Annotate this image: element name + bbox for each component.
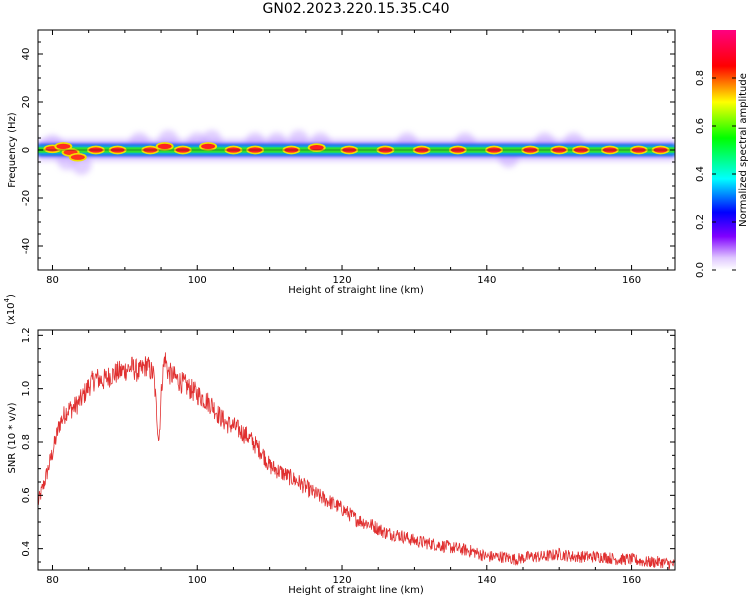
snr-x-tick-label: 100 [188, 575, 207, 586]
colorbar-gradient [712, 30, 736, 270]
spectrogram-y-tick-label: -40 [21, 238, 32, 254]
snr-multiplier-close: ) [6, 294, 17, 298]
spectrogram-x-tick-label: 80 [46, 275, 59, 286]
spectrogram-x-tick-label: 140 [477, 275, 496, 286]
snr-panel: 80 100 120 140 160 0.4 0.6 0.8 1.0 1.2 Height of … [3, 294, 676, 596]
snr-series-line [38, 352, 675, 570]
snr-data [38, 352, 675, 570]
colorbar-tick-label: 0.2 [695, 214, 706, 230]
colorbar-tick-label: 0.4 [695, 166, 706, 182]
snr-axes: 80 100 120 140 160 0.4 0.6 0.8 1.0 1.2 [21, 327, 675, 586]
colorbar-ticks: 0.0 0.2 0.4 0.6 0.8 [695, 70, 736, 278]
spectrogram-y-tick-label: 0 [21, 147, 32, 153]
spectral-peak [56, 143, 71, 150]
spectral-peak [309, 144, 324, 151]
snr-multiplier: (x104) [3, 294, 17, 325]
snr-y-tick-label: 1.2 [21, 327, 32, 343]
snr-y-tick-label: 0.6 [21, 487, 32, 503]
snr-x-tick-label: 140 [477, 575, 496, 586]
colorbar-tick-label: 0.0 [695, 262, 706, 278]
spectrogram-axes: 80 100 120 140 160 -40 -20 0 20 40 [21, 29, 675, 286]
colorbar-label: Normalized spectral amplitude [738, 73, 749, 227]
chart-title: GN02.2023.220.15.35.C40 [262, 1, 450, 17]
spectral-peak [157, 143, 172, 150]
colorbar: 0.0 0.2 0.4 0.6 0.8 Normalized spectral ampl… [695, 30, 749, 278]
snr-x-tick-label: 120 [332, 575, 351, 586]
spectrogram-y-tick-label: -20 [21, 190, 32, 206]
snr-y-tick-label: 1.0 [21, 381, 32, 397]
snr-multiplier-exponent: 4 [3, 297, 11, 302]
snr-y-axis-label: SNR (10 * v/v) [7, 402, 18, 473]
svg-text:(x104): (x104) [3, 294, 17, 325]
colorbar-tick-label: 0.6 [695, 118, 706, 134]
snr-x-axis-label: Height of straight line (km) [288, 585, 424, 596]
snr-multiplier-base: (x10 [6, 302, 17, 325]
colorbar-tick-label: 0.8 [695, 70, 706, 86]
snr-x-tick-label: 80 [46, 575, 59, 586]
spectrogram-y-axis-label: Frequency (Hz) [7, 112, 18, 188]
spectrogram-data [38, 129, 675, 175]
spectrogram-y-tick-label: 20 [21, 96, 32, 109]
spectrogram-y-tick-label: 40 [21, 48, 32, 61]
spectrogram-x-tick-label: 100 [188, 275, 207, 286]
snr-x-tick-label: 160 [622, 575, 641, 586]
spectrogram-panel: 80 100 120 140 160 -40 -20 0 20 40 Height of stra… [7, 29, 676, 296]
spectral-peak [70, 154, 85, 160]
spectrogram-x-tick-label: 120 [332, 275, 351, 286]
spectral-peak [201, 143, 216, 150]
spectrogram-x-tick-label: 160 [622, 275, 641, 286]
snr-y-tick-label: 0.8 [21, 434, 32, 450]
snr-y-tick-label: 0.4 [21, 541, 32, 557]
snr-frame [37, 329, 676, 571]
spectrogram-x-axis-label: Height of straight line (km) [288, 285, 424, 296]
